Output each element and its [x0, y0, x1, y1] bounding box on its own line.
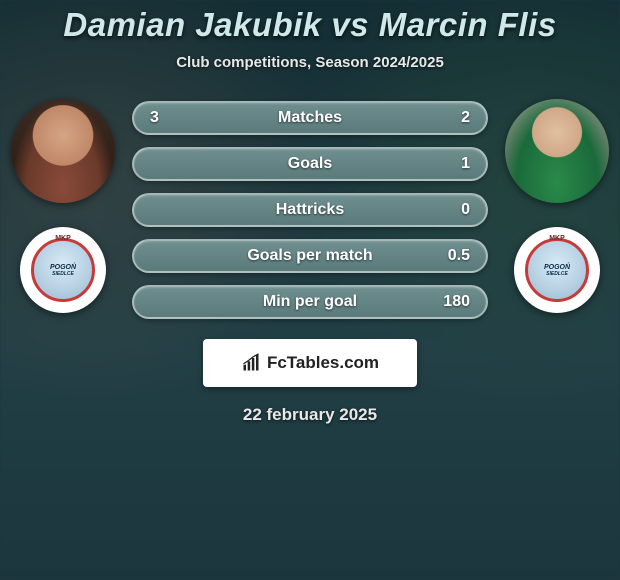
player-left-club-badge: MKP POGOŃ SIEDLCE: [20, 227, 106, 313]
player-left-avatar: [11, 99, 115, 203]
club-badge-bottom-text: SIEDLCE: [52, 271, 74, 277]
page-title: Damian Jakubik vs Marcin Flis: [63, 6, 556, 44]
club-badge-inner: POGOŃ SIEDLCE: [31, 238, 95, 302]
club-badge-inner: POGOŃ SIEDLCE: [525, 238, 589, 302]
stat-bar-goals-per-match: Goals per match 0.5: [132, 239, 488, 273]
stat-label: Min per goal: [134, 293, 486, 311]
stat-label: Matches: [134, 109, 486, 127]
stat-bar-matches: 3 Matches 2: [132, 101, 488, 135]
brand-text: FcTables.com: [267, 353, 379, 373]
player-right-avatar: [505, 99, 609, 203]
stat-bar-min-per-goal: Min per goal 180: [132, 285, 488, 319]
club-badge-top-text: MKP: [55, 235, 71, 242]
main-row: MKP POGOŃ SIEDLCE 3 Matches 2 Goals 1 Ha…: [0, 99, 620, 319]
stat-label: Goals per match: [134, 247, 486, 265]
right-column: MKP POGOŃ SIEDLCE: [502, 99, 612, 313]
stat-label: Hattricks: [134, 201, 486, 219]
brand-box: FcTables.com: [203, 339, 417, 387]
player-right-club-badge: MKP POGOŃ SIEDLCE: [514, 227, 600, 313]
stat-label: Goals: [134, 155, 486, 173]
club-badge-main-text: POGOŃ: [544, 264, 570, 271]
stat-bar-hattricks: Hattricks 0: [132, 193, 488, 227]
club-badge-top-text: MKP: [549, 235, 565, 242]
bar-growth-icon: [241, 353, 261, 373]
club-badge-bottom-text: SIEDLCE: [546, 271, 568, 277]
stat-bar-goals: Goals 1: [132, 147, 488, 181]
left-column: MKP POGOŃ SIEDLCE: [8, 99, 118, 313]
subtitle: Club competitions, Season 2024/2025: [176, 54, 444, 71]
date-text: 22 february 2025: [243, 405, 377, 425]
content-container: Damian Jakubik vs Marcin Flis Club compe…: [0, 0, 620, 580]
stats-column: 3 Matches 2 Goals 1 Hattricks 0 Goals pe…: [118, 101, 502, 319]
club-badge-main-text: POGOŃ: [50, 264, 76, 271]
